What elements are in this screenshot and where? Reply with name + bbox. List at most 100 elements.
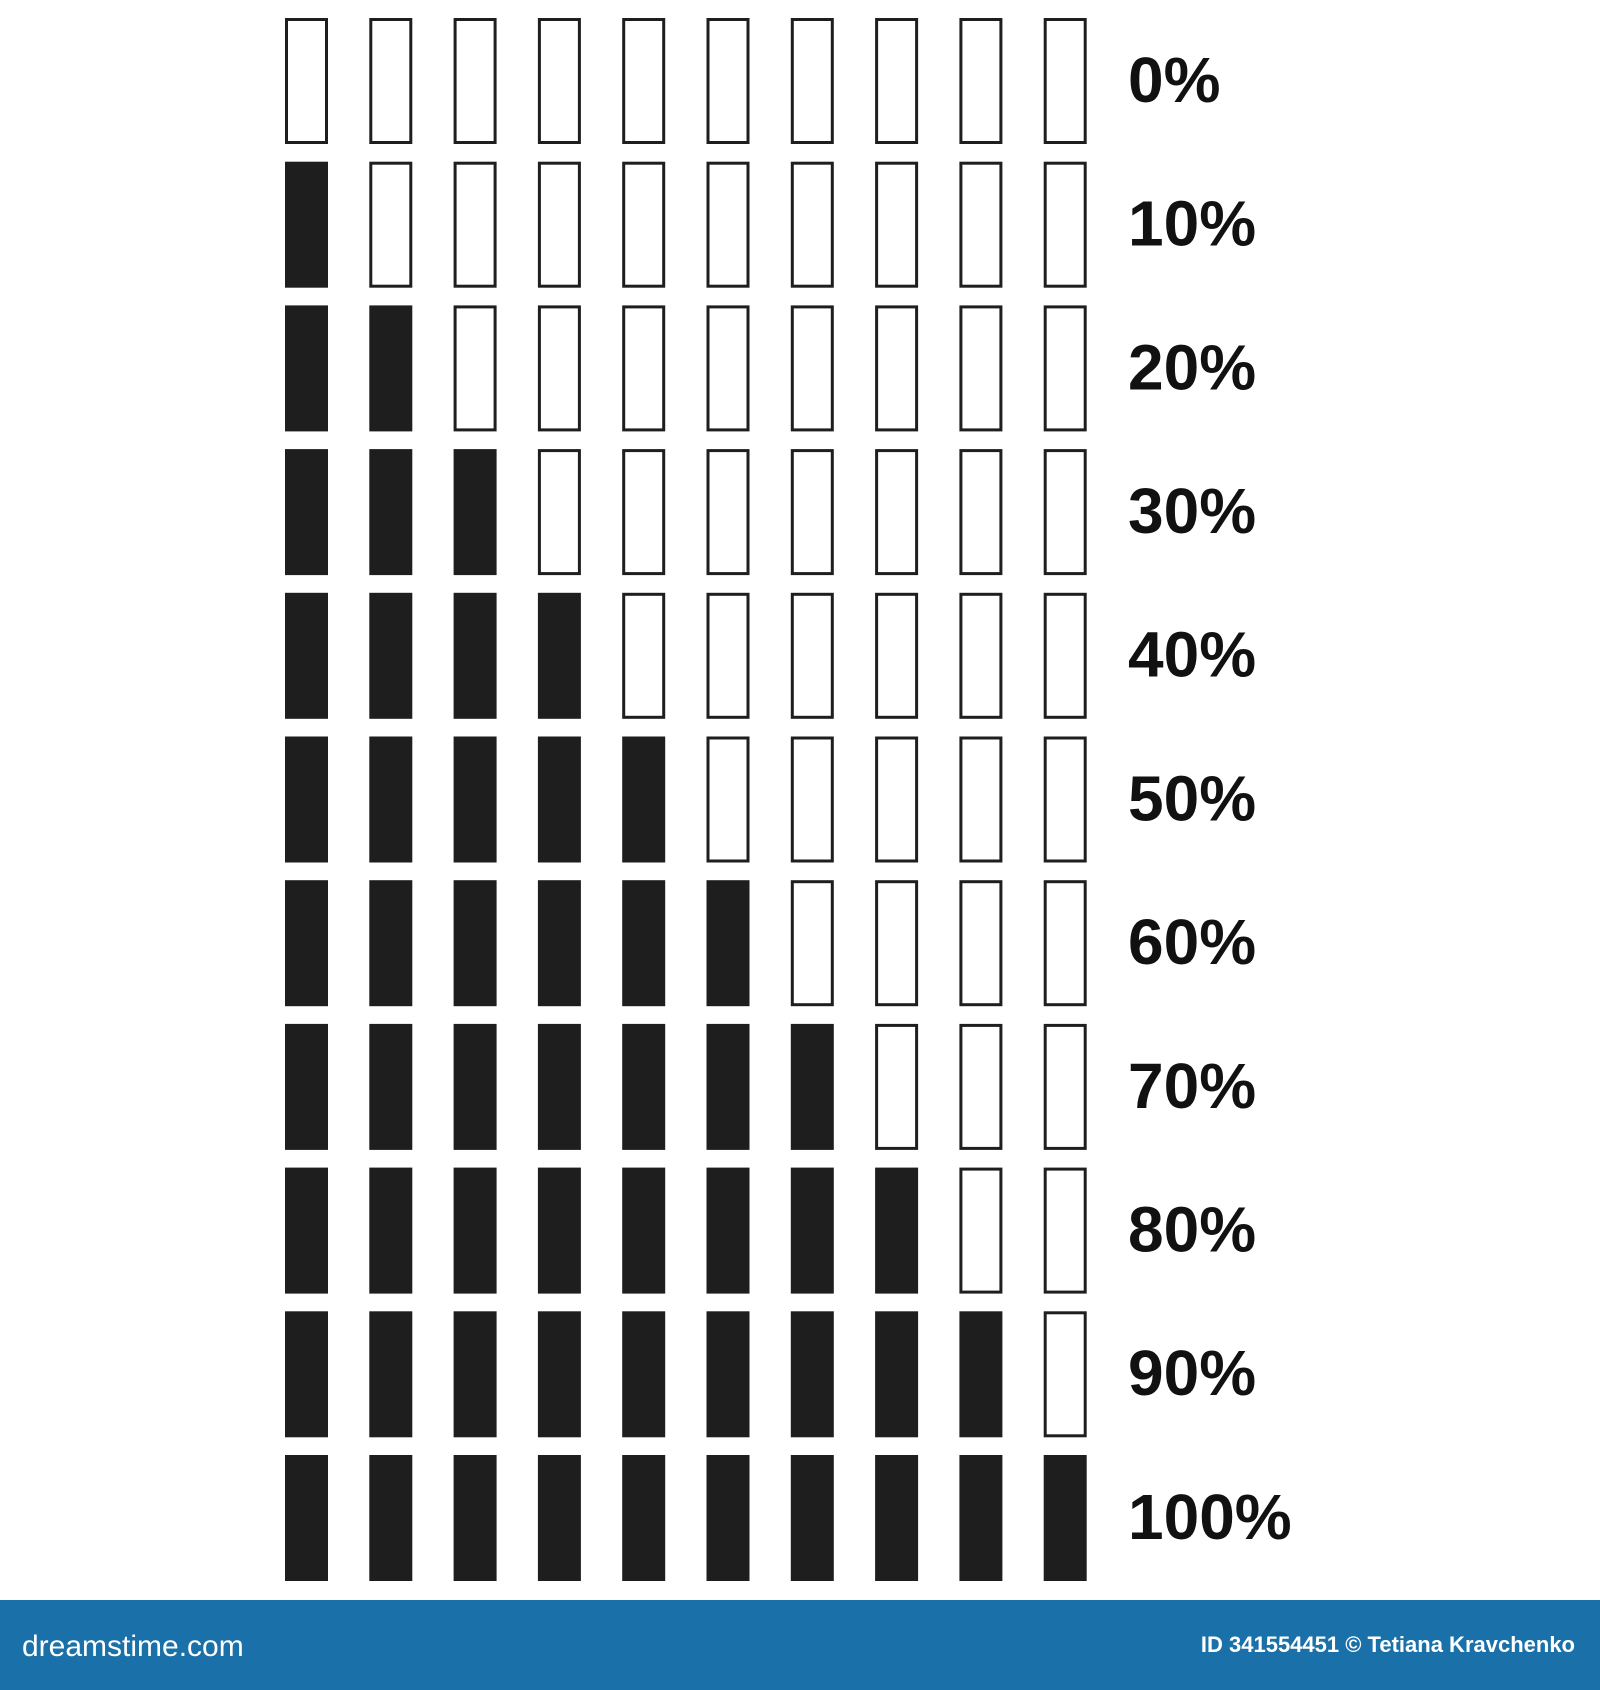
- filled-cell: [285, 449, 328, 576]
- filled-cell: [285, 736, 328, 863]
- filled-cell: [706, 880, 750, 1007]
- filled-cell: [369, 736, 413, 863]
- filled-cell: [369, 1455, 413, 1581]
- empty-cell: [1043, 18, 1087, 144]
- empty-cell: [875, 161, 919, 288]
- filled-cell: [369, 1023, 413, 1150]
- filled-cell: [369, 1167, 413, 1294]
- empty-cell: [453, 305, 497, 432]
- empty-cell: [1043, 449, 1087, 576]
- filled-cell: [537, 736, 581, 863]
- empty-cell: [537, 161, 581, 288]
- empty-cell: [959, 736, 1003, 863]
- empty-cell: [706, 449, 750, 576]
- filled-cell: [622, 1311, 666, 1438]
- filled-cell: [285, 161, 328, 288]
- empty-cell: [959, 880, 1003, 1007]
- value-label: 0%: [1128, 44, 1221, 116]
- filled-cell: [369, 592, 413, 719]
- empty-cell: [959, 161, 1003, 288]
- empty-cell: [790, 161, 834, 288]
- filled-cell: [285, 880, 328, 1007]
- empty-cell: [1043, 161, 1087, 288]
- empty-cell: [875, 18, 919, 144]
- filled-cell: [706, 1455, 750, 1581]
- filled-cell: [790, 1455, 834, 1581]
- empty-cell: [622, 161, 666, 288]
- empty-cell: [790, 305, 834, 432]
- empty-cell: [1043, 1023, 1087, 1150]
- filled-cell: [453, 880, 497, 1007]
- empty-cell: [369, 18, 413, 144]
- filled-cell: [369, 880, 413, 1007]
- empty-cell: [537, 449, 581, 576]
- filled-cell: [790, 1311, 834, 1438]
- filled-cell: [285, 592, 328, 719]
- filled-cell: [706, 1023, 750, 1150]
- filled-cell: [369, 449, 413, 576]
- empty-cell: [1043, 880, 1087, 1007]
- empty-cell: [1043, 736, 1087, 863]
- empty-cell: [1043, 592, 1087, 719]
- filled-cell: [622, 1167, 666, 1294]
- empty-cell: [285, 18, 328, 144]
- filled-cell: [706, 1167, 750, 1294]
- empty-cell: [790, 592, 834, 719]
- empty-cell: [790, 880, 834, 1007]
- empty-cell: [1043, 1311, 1087, 1438]
- filled-cell: [285, 1167, 328, 1294]
- filled-cell: [285, 1455, 328, 1581]
- empty-cell: [622, 449, 666, 576]
- empty-cell: [537, 18, 581, 144]
- filled-cell: [622, 1023, 666, 1150]
- filled-cell: [622, 736, 666, 863]
- empty-cell: [622, 305, 666, 432]
- filled-cell: [453, 592, 497, 719]
- value-label: 80%: [1128, 1194, 1256, 1266]
- filled-cell: [537, 880, 581, 1007]
- footer-site: dreamstime.com: [22, 1630, 244, 1663]
- empty-cell: [875, 736, 919, 863]
- footer-bar: [0, 1600, 1600, 1690]
- empty-cell: [706, 18, 750, 144]
- empty-cell: [622, 592, 666, 719]
- filled-cell: [537, 1455, 581, 1581]
- empty-cell: [453, 161, 497, 288]
- filled-cell: [453, 449, 497, 576]
- filled-cell: [285, 1311, 328, 1438]
- empty-cell: [706, 305, 750, 432]
- filled-cell: [453, 1167, 497, 1294]
- value-label: 60%: [1128, 906, 1256, 978]
- filled-cell: [959, 1455, 1003, 1581]
- empty-cell: [875, 592, 919, 719]
- filled-cell: [453, 1023, 497, 1150]
- filled-cell: [875, 1167, 919, 1294]
- empty-cell: [706, 736, 750, 863]
- empty-cell: [790, 449, 834, 576]
- empty-cell: [790, 18, 834, 144]
- filled-cell: [875, 1455, 919, 1581]
- filled-cell: [537, 1167, 581, 1294]
- empty-cell: [875, 305, 919, 432]
- value-label: 10%: [1128, 188, 1256, 260]
- filled-cell: [285, 1023, 328, 1150]
- value-label: 70%: [1128, 1050, 1256, 1122]
- filled-cell: [622, 1455, 666, 1581]
- empty-cell: [706, 161, 750, 288]
- filled-cell: [369, 305, 413, 432]
- filled-cell: [453, 736, 497, 863]
- empty-cell: [537, 305, 581, 432]
- empty-cell: [622, 18, 666, 144]
- filled-cell: [1043, 1455, 1087, 1581]
- empty-cell: [959, 18, 1003, 144]
- filled-cell: [537, 592, 581, 719]
- empty-cell: [1043, 1167, 1087, 1294]
- filled-cell: [453, 1455, 497, 1581]
- value-label: 90%: [1128, 1337, 1256, 1409]
- value-label: 30%: [1128, 475, 1256, 547]
- empty-cell: [959, 592, 1003, 719]
- filled-cell: [285, 305, 328, 432]
- empty-cell: [959, 305, 1003, 432]
